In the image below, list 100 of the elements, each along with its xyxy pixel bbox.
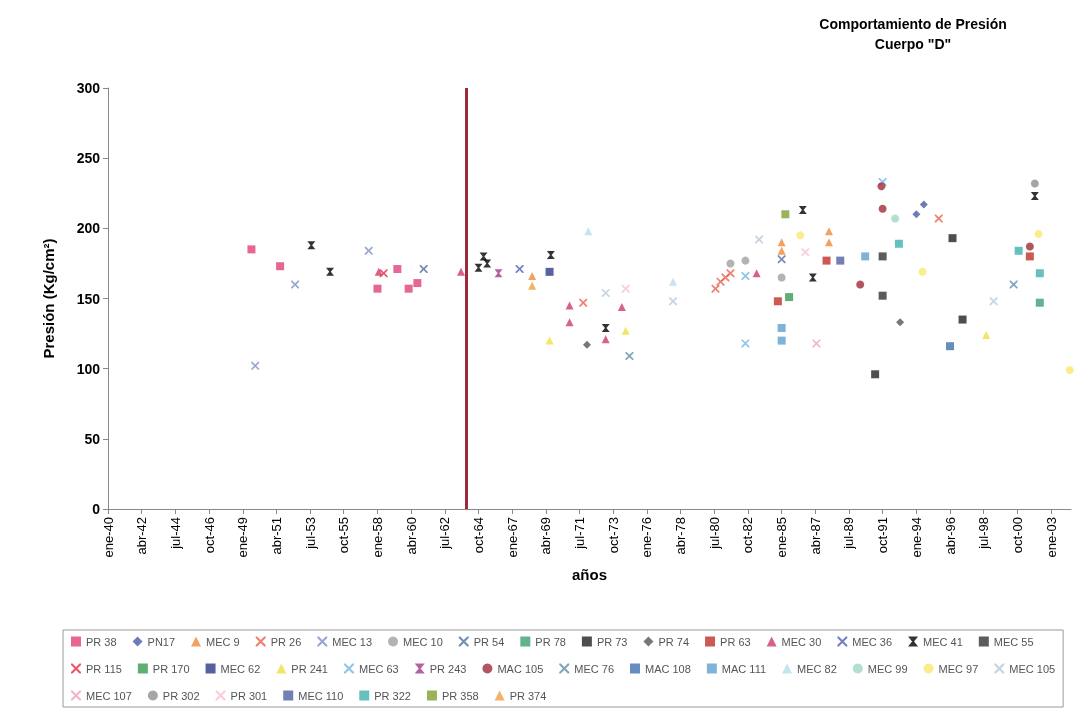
x-tick-label: oct-91 — [875, 517, 891, 554]
y-tick-label: 100 — [76, 360, 101, 377]
point — [777, 255, 786, 264]
point — [777, 323, 786, 332]
point — [373, 284, 382, 293]
legend-label: MEC 62 — [220, 662, 261, 675]
point — [785, 293, 794, 302]
point — [773, 297, 782, 306]
point — [326, 267, 335, 276]
x-tick-label: oct-73 — [605, 517, 621, 554]
point — [946, 342, 955, 351]
point — [856, 280, 865, 289]
point — [878, 291, 887, 300]
point — [601, 323, 610, 332]
x-tick-label: abr-96 — [942, 517, 958, 555]
point — [891, 214, 900, 223]
point — [364, 246, 373, 255]
point — [1025, 242, 1034, 251]
x-tick-label: ene-94 — [908, 517, 924, 558]
legend-label: PR 302 — [162, 689, 200, 702]
point — [721, 273, 730, 282]
point — [565, 301, 574, 310]
point — [741, 256, 750, 265]
point — [894, 239, 903, 248]
point — [413, 279, 422, 288]
legend-label: PR 243 — [429, 662, 467, 675]
point — [918, 267, 927, 276]
legend-label: MEC 99 — [867, 662, 908, 675]
x-tick-label: ene-03 — [1043, 517, 1059, 558]
y-axis-title: Presión (Kg/cm²) — [40, 238, 57, 359]
point — [801, 248, 810, 257]
point — [1065, 366, 1074, 375]
point — [601, 288, 610, 297]
point — [1009, 280, 1018, 289]
x-axis-title: años — [571, 566, 608, 583]
y-tick-label: 200 — [76, 220, 101, 237]
legend-label: PR 358 — [441, 689, 479, 702]
point — [711, 284, 720, 293]
legend-label: MEC 76 — [574, 662, 615, 675]
x-tick-label: oct-55 — [336, 517, 352, 554]
legend-label: MEC 13 — [332, 635, 373, 648]
legend-label: PR 241 — [291, 662, 328, 675]
point — [379, 269, 388, 278]
legend-label: MEC 41 — [923, 635, 963, 648]
point — [741, 339, 750, 348]
point — [871, 370, 880, 379]
point — [781, 210, 790, 219]
point — [877, 182, 886, 191]
point — [494, 269, 503, 278]
point — [896, 318, 905, 327]
point — [583, 340, 592, 349]
point — [247, 245, 256, 254]
x-tick-label: jul-44 — [167, 517, 183, 550]
point — [777, 246, 786, 255]
legend-label: PR 74 — [658, 635, 690, 648]
point — [565, 318, 574, 327]
x-tick-label: oct-82 — [740, 517, 756, 554]
point — [621, 326, 630, 335]
legend-label: MEC 63 — [358, 662, 399, 675]
point — [528, 281, 537, 290]
x-tick-label: jul-71 — [571, 517, 587, 550]
legend-label: PR 54 — [473, 635, 505, 648]
legend-label: MEC 82 — [797, 662, 837, 675]
x-tick-label: ene-40 — [100, 517, 116, 558]
chart-title: Comportamiento de Presión — [819, 16, 1007, 32]
point — [878, 204, 887, 213]
point — [669, 277, 678, 286]
legend-label: MEC 30 — [781, 635, 822, 648]
point — [456, 267, 465, 276]
x-tick-label: ene-49 — [235, 517, 251, 558]
point — [528, 272, 537, 281]
x-tick-label: abr-69 — [538, 517, 554, 555]
point — [483, 259, 492, 268]
y-tick-label: 150 — [76, 290, 101, 307]
point — [824, 227, 833, 236]
x-tick-label: jul-98 — [976, 517, 992, 550]
point — [812, 339, 821, 348]
point — [276, 262, 285, 271]
point — [307, 241, 316, 250]
x-tick-label: oct-64 — [470, 517, 486, 554]
point — [545, 267, 554, 276]
x-tick-label: abr-78 — [673, 517, 689, 555]
legend-label: PR 374 — [509, 689, 547, 702]
point — [1034, 229, 1043, 238]
point — [404, 284, 413, 293]
point — [919, 200, 928, 209]
x-tick-label: jul-62 — [437, 517, 453, 550]
point — [777, 273, 786, 282]
point — [621, 284, 630, 293]
point — [1014, 246, 1023, 255]
point — [948, 234, 957, 243]
point — [861, 252, 870, 261]
legend-label: PR 170 — [152, 662, 190, 675]
legend-label: PR 322 — [374, 689, 411, 702]
y-tick-label: 250 — [76, 150, 101, 167]
point — [808, 273, 817, 282]
point — [579, 298, 588, 307]
point — [1035, 298, 1044, 307]
point — [752, 269, 761, 278]
legend-label: MEC 10 — [403, 635, 443, 648]
